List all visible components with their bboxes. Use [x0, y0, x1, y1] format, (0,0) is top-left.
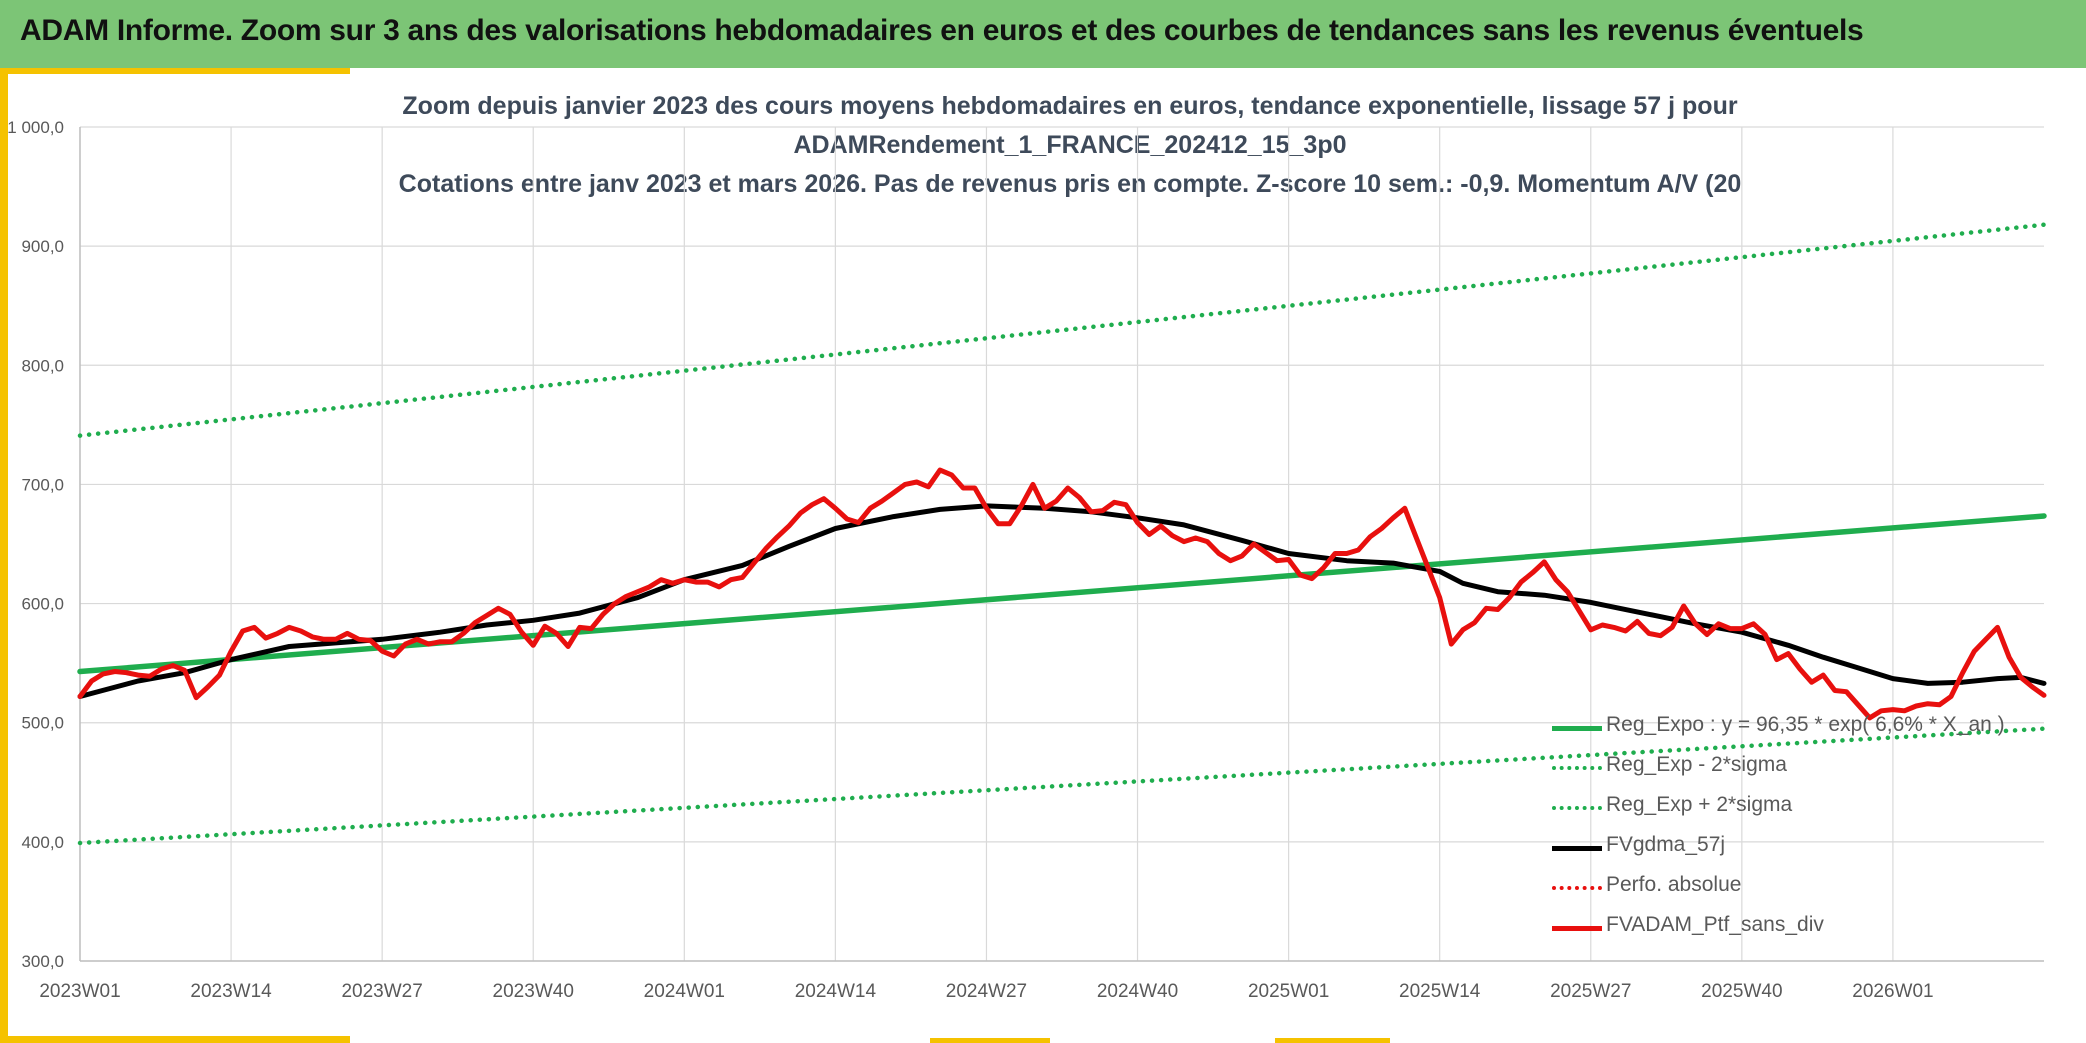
x-tick-label: 2023W01: [39, 981, 120, 1002]
y-tick-label: 900,0: [21, 237, 64, 256]
legend-item-perfo: Perfo. absolue: [1548, 868, 2068, 908]
x-tick-label: 2023W14: [190, 981, 272, 1002]
header-banner: ADAM Informe. Zoom sur 3 ans des valoris…: [0, 0, 2086, 68]
y-tick-label: 500,0: [21, 714, 64, 733]
legend-swatch-solid-red: [1552, 926, 1602, 931]
legend-label: Reg_Exp + 2*sigma: [1606, 793, 1793, 816]
x-tick-label: 2023W40: [493, 981, 574, 1002]
x-tick-label: 2024W01: [644, 981, 725, 1002]
y-tick-label: 800,0: [21, 356, 64, 375]
legend-label: FVADAM_Ptf_sans_div: [1606, 913, 1824, 936]
x-tick-label: 2025W14: [1399, 981, 1481, 1002]
x-tick-label: 2025W27: [1550, 981, 1631, 1002]
series-portfolio-line: [77, 467, 2047, 721]
legend-item-reg-plus: Reg_Exp + 2*sigma: [1548, 788, 2068, 828]
legend-swatch-solid-black: [1552, 846, 1602, 851]
series-reg-minus-2sigma-line: [77, 726, 2047, 846]
accent-mark-bottom: [1275, 1038, 1390, 1043]
chart-title-line-1: Zoom depuis janvier 2023 des cours moyen…: [402, 92, 1738, 120]
legend-item-reg-expo: Reg_Expo : y = 96,35 * exp( 6,6% * X_an …: [1548, 708, 2068, 748]
x-tick-label: 2025W01: [1248, 981, 1329, 1002]
accent-bar-top: [0, 68, 350, 74]
legend-swatch-dotted-green: [1552, 766, 1602, 770]
legend-label: Perfo. absolue: [1606, 873, 1742, 896]
accent-mark-bottom: [930, 1038, 1050, 1043]
y-tick-label: 400,0: [21, 833, 64, 852]
chart-title-line-3: Cotations entre janv 2023 et mars 2026. …: [398, 170, 1742, 198]
legend-swatch-dotted-red: [1552, 886, 1602, 890]
x-tick-label: 2025W40: [1701, 981, 1782, 1002]
accent-bar-left: [0, 68, 8, 1043]
legend-swatch-solid-green: [1552, 726, 1602, 731]
accent-bar-bottom: [0, 1036, 350, 1043]
chart-title-line-2: ADAMRendement_1_FRANCE_202412_15_3p0: [793, 131, 1347, 159]
y-tick-label: 600,0: [21, 595, 64, 614]
legend-item-ma: FVgdma_57j: [1548, 828, 2068, 868]
series-moving-average-line: [77, 503, 2047, 699]
x-tick-label: 2024W27: [946, 981, 1027, 1002]
series-reg-expo-line: [77, 513, 2047, 675]
legend-item-portfolio: FVADAM_Ptf_sans_div: [1548, 908, 2068, 948]
legend-swatch-dotted-green: [1552, 806, 1602, 810]
legend-item-reg-minus: Reg_Exp - 2*sigma: [1548, 748, 2068, 788]
legend-label: FVgdma_57j: [1606, 833, 1726, 856]
legend-label: Reg_Expo : y = 96,35 * exp( 6,6% * X_an …: [1606, 713, 2005, 736]
series-reg-plus-2sigma-line: [77, 222, 2047, 438]
x-tick-label: 2024W40: [1097, 981, 1178, 1002]
x-tick-label: 2023W27: [341, 981, 422, 1002]
y-tick-label: 700,0: [21, 475, 64, 494]
chart-legend: Reg_Expo : y = 96,35 * exp( 6,6% * X_an …: [1548, 708, 2068, 948]
legend-label: Reg_Exp - 2*sigma: [1606, 753, 1787, 776]
y-tick-label: 1 000,0: [7, 118, 64, 137]
x-tick-label: 2024W14: [795, 981, 877, 1002]
y-tick-label: 300,0: [21, 952, 64, 971]
x-tick-label: 2026W01: [1852, 981, 1933, 1002]
report-title: ADAM Informe. Zoom sur 3 ans des valoris…: [20, 14, 1864, 47]
